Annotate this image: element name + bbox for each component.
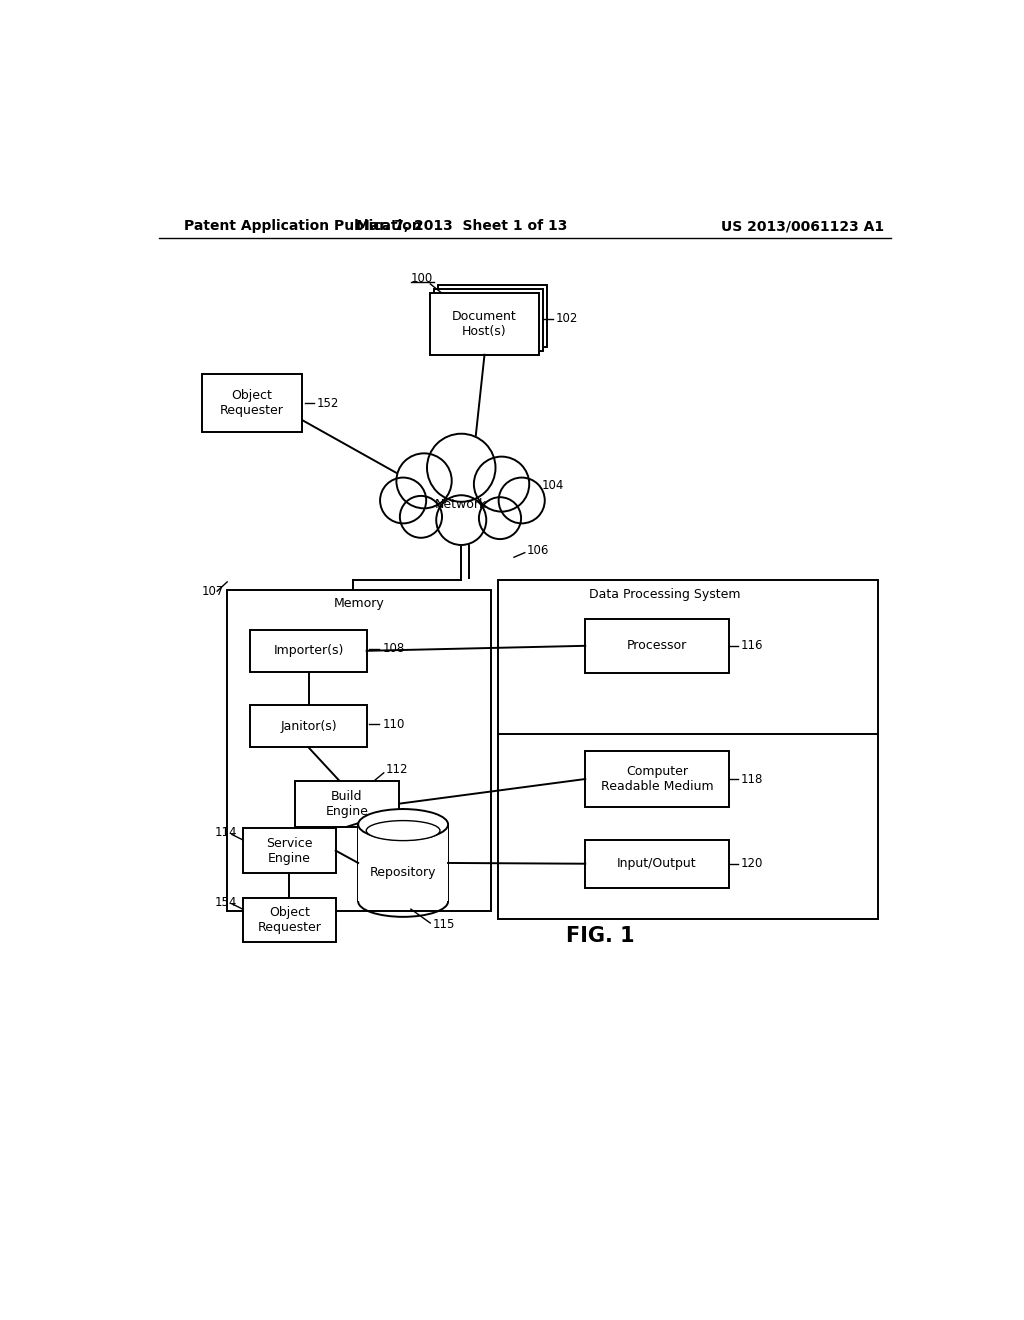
Text: 108: 108 [382,643,404,656]
Text: Service
Engine: Service Engine [266,837,312,865]
Bar [586,619,729,673]
Text: Input/Output: Input/Output [617,857,696,870]
Ellipse shape [367,821,440,841]
Circle shape [427,434,496,502]
Text: Janitor(s): Janitor(s) [281,719,337,733]
Text: 106: 106 [527,544,550,557]
Circle shape [474,457,529,512]
Bar [586,751,729,807]
Text: Build
Engine: Build Engine [326,789,369,817]
Text: 118: 118 [741,772,764,785]
Bar [586,840,729,887]
Text: Processor: Processor [627,639,687,652]
Bar [202,374,302,432]
Text: Repository: Repository [370,866,436,879]
Bar [251,705,367,747]
Text: 107: 107 [202,585,224,598]
Text: 100: 100 [411,272,433,285]
Bar [438,285,547,347]
Text: Memory: Memory [334,597,384,610]
Circle shape [436,495,486,545]
Circle shape [396,453,452,508]
Text: 116: 116 [741,639,764,652]
Text: Object
Requester: Object Requester [257,906,322,935]
Text: US 2013/0061123 A1: US 2013/0061123 A1 [721,219,884,234]
Text: 104: 104 [542,479,564,492]
Text: 120: 120 [741,857,764,870]
Ellipse shape [358,809,449,840]
Bar [243,829,336,873]
Text: 154: 154 [215,896,238,908]
Bar [295,780,399,826]
Circle shape [380,478,426,524]
Text: 115: 115 [432,917,455,931]
Text: 102: 102 [556,312,579,325]
Text: 112: 112 [386,763,409,776]
Text: FIG. 1: FIG. 1 [566,927,635,946]
Circle shape [499,478,545,524]
Bar [251,630,367,672]
Text: Importer(s): Importer(s) [273,644,344,657]
Text: Document
Host(s): Document Host(s) [453,310,517,338]
Bar [430,293,539,355]
Bar [434,289,543,351]
Text: Data Processing System: Data Processing System [590,587,740,601]
Text: Patent Application Publication: Patent Application Publication [183,219,422,234]
Text: Mar. 7, 2013  Sheet 1 of 13: Mar. 7, 2013 Sheet 1 of 13 [355,219,567,234]
Bar [499,581,879,919]
Bar [358,825,449,902]
Text: 110: 110 [382,718,404,731]
Text: 152: 152 [317,397,340,409]
Text: 114: 114 [215,826,238,840]
Text: Computer
Readable Medium: Computer Readable Medium [601,766,714,793]
Bar [227,590,490,911]
Bar [243,898,336,942]
Text: Object
Requester: Object Requester [220,389,284,417]
Text: Network: Network [435,499,487,511]
Circle shape [399,496,442,537]
Circle shape [479,498,521,539]
